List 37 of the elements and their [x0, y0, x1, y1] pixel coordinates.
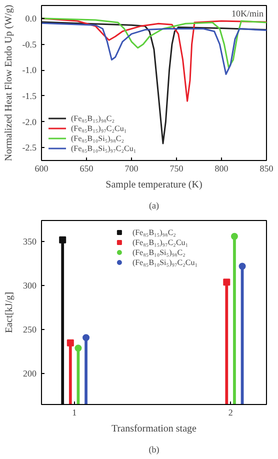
x-axis-title: Transformation stage — [112, 424, 198, 434]
x-tick-label: 700 — [124, 164, 139, 174]
legend-label: (Fe₈₅B₁₀Si₅)₉₈C₂ — [71, 134, 124, 142]
legend-label: (Fe₈₅B₁₀Si₅)₉₇C₂Cu₁ — [71, 144, 136, 152]
x-tick-label: 600 — [34, 164, 49, 174]
legend-label: (Fe₈₅B₁₅)₉₈C₂ — [132, 228, 176, 236]
x-axis-title: Sample temperature (K) — [106, 180, 202, 190]
x-tick-label: 650 — [80, 164, 94, 174]
x-tick-label: 800 — [214, 164, 229, 174]
text: (b) — [148, 444, 160, 454]
line-series — [42, 18, 266, 68]
x-tick-label: 2 — [228, 408, 233, 418]
y-tick-label: -1.5 — [22, 90, 37, 101]
line-series — [42, 21, 266, 144]
y-tick-label: 300 — [23, 280, 37, 291]
y-axis-title: Normalized Heat Flow Endo Up (W/g) — [3, 4, 14, 162]
annotation: 10K/min — [232, 8, 264, 18]
legend-label: (Fe₈₅B₁₅)₉₇C₂Cu₁ — [71, 124, 127, 132]
y-tick-label: 350 — [23, 236, 37, 247]
y-tick-label: 200 — [23, 368, 37, 379]
legend-label: (Fe₈₅B₁₀Si₅)₉₇C₂Cu₁ — [132, 258, 198, 266]
y-tick-label: 250 — [23, 324, 37, 335]
legend-label: (Fe₈₅B₁₅)₉₇C₂Cu₁ — [132, 238, 188, 246]
y-axis-title: Eact[kJ/g] — [4, 292, 15, 334]
y-tick-label: -2.5 — [22, 142, 37, 153]
line-series — [42, 22, 266, 75]
x-tick-label: 1 — [72, 408, 77, 418]
line-series — [42, 18, 266, 102]
y-tick-label: -1.0 — [22, 65, 37, 76]
x-tick-label: 850 — [260, 164, 274, 174]
y-tick-label: -0.5 — [22, 39, 37, 50]
text: (a) — [149, 200, 160, 210]
legend-label: (Fe₈₅B₁₀Si₅)₉₈C₂ — [132, 248, 186, 256]
x-tick-label: 750 — [170, 164, 184, 174]
legend-label: (Fe₈₅B₁₅)₉₈C₂ — [71, 114, 115, 122]
y-tick-label: -2.0 — [22, 116, 37, 127]
y-tick-label: 0.0 — [25, 13, 37, 24]
